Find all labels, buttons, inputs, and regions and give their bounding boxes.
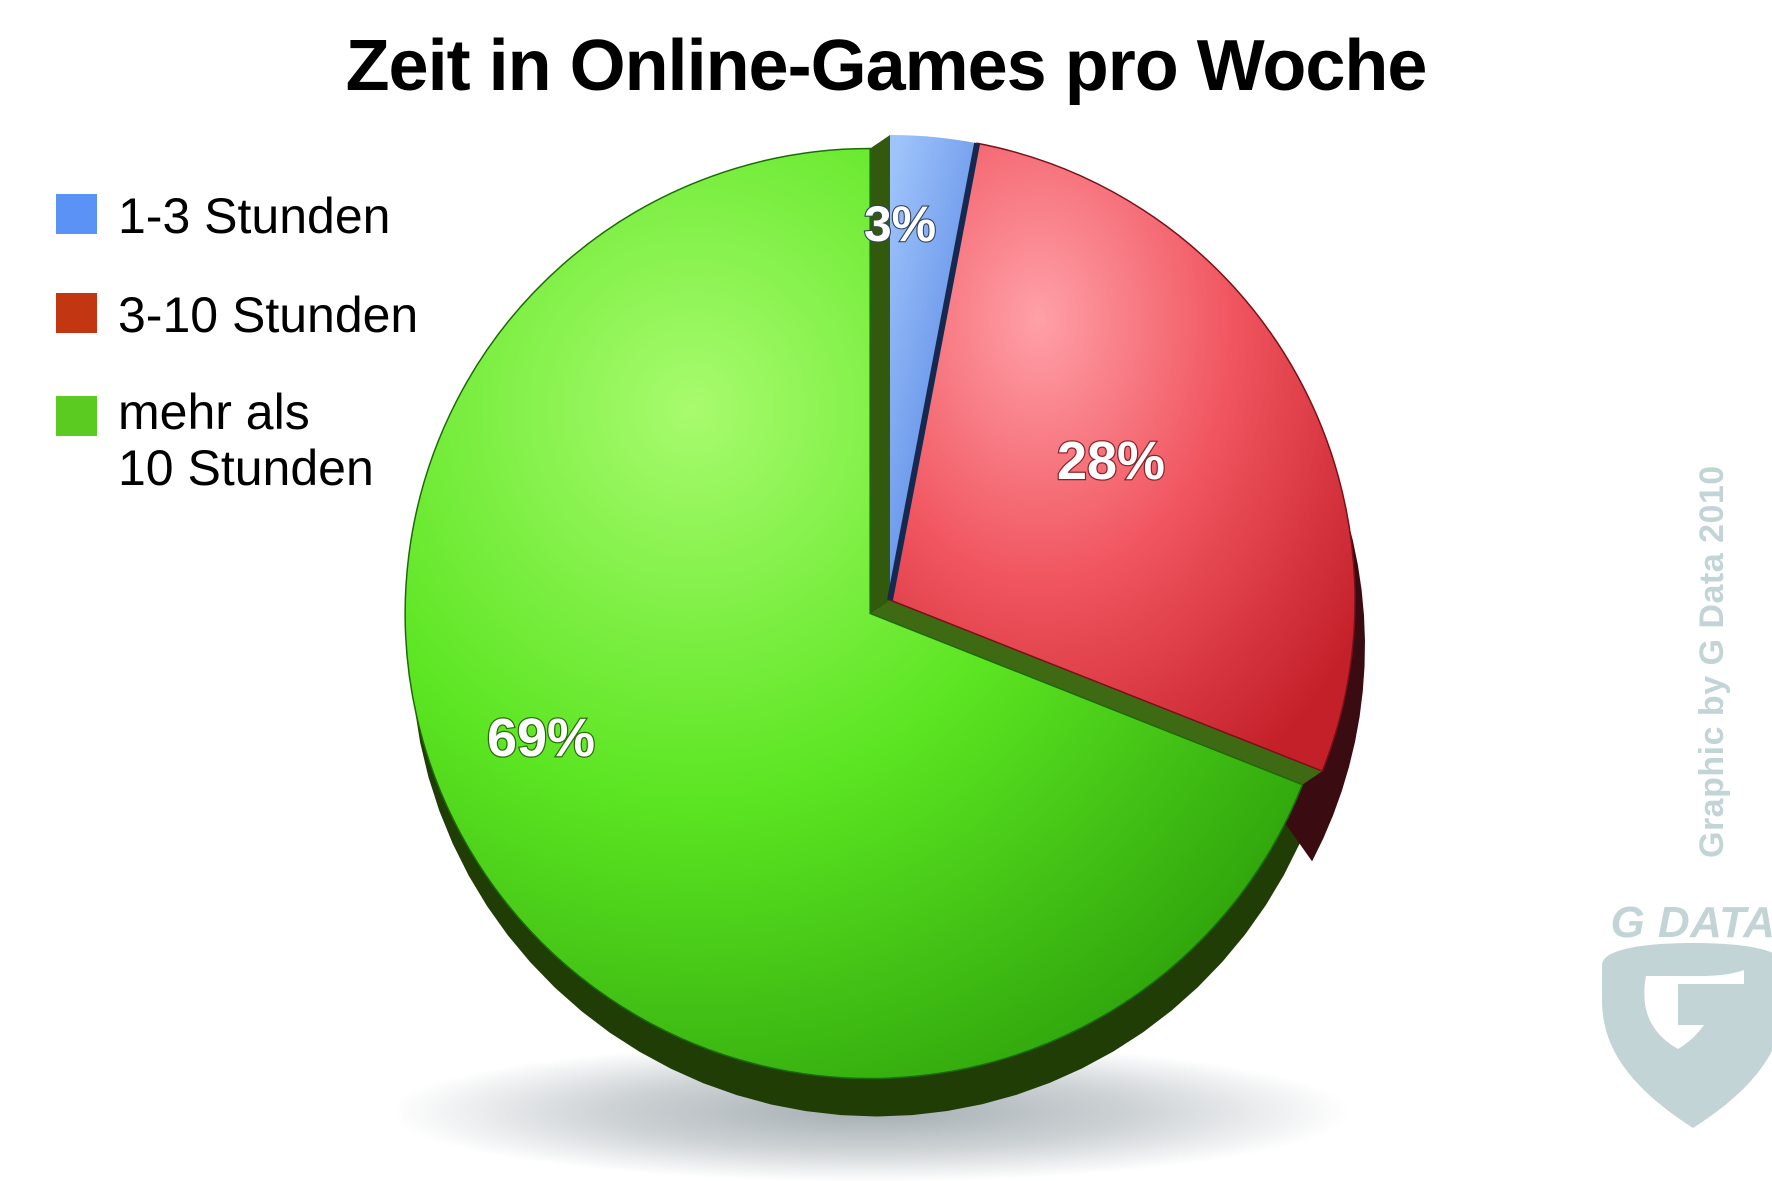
svg-text:G DATA: G DATA (1610, 898, 1772, 947)
